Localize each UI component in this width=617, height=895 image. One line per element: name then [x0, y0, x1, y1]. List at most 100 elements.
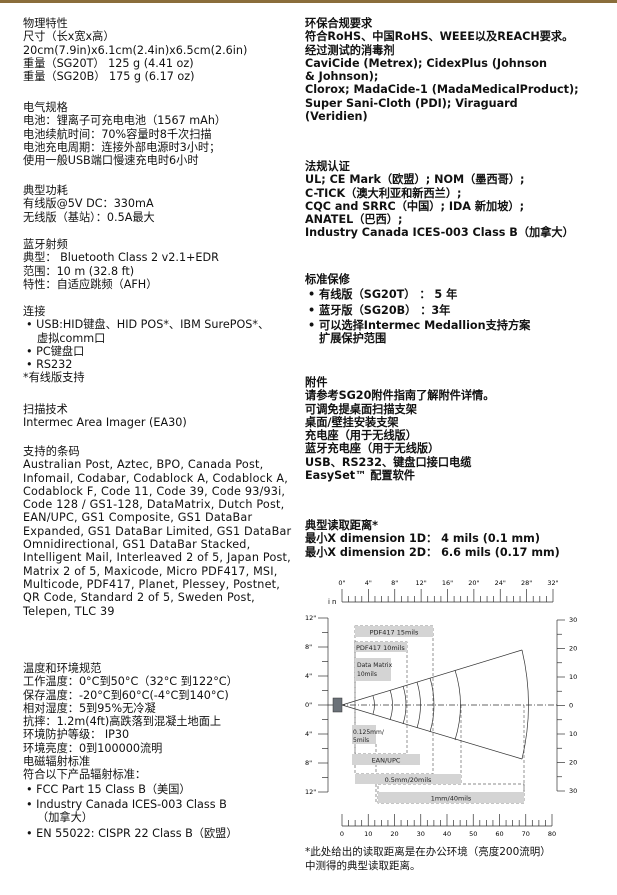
right-tick-label: 20: [569, 759, 577, 767]
bullet-text: 可以选择Intermec Medallion支持方案: [319, 318, 531, 332]
text-line: CQC and SRRC（中国）; IDA 新加坡）;: [305, 199, 525, 213]
text-line: Intermec Area Imager (EA30): [23, 416, 187, 430]
right-tick-label: 30: [569, 787, 577, 795]
text-line: 电池充电周期：连接外部电源时3小时；: [23, 140, 221, 154]
section-title: 环保合规要求: [305, 17, 373, 30]
zone-pdf417-15: [355, 626, 433, 637]
warranty-section: 标准保修 • 有线版（SG20T） ： 5 年 • 蓝牙版（SG20B） ：3年…: [305, 273, 530, 345]
text-line: 电磁辐射标准: [23, 755, 91, 769]
top-tick-label: 32": [547, 579, 558, 587]
electrical-section: 电气规格 电池：锂离子可充电电池（1567 mAh） 电池续航时间：70%容量时…: [23, 101, 226, 167]
section-title: 连接: [23, 305, 46, 318]
bullet-item: • PC键盘口: [26, 344, 85, 358]
text-line: C-TICK（澳大利亚和新西兰）;: [305, 186, 462, 200]
bullet-item: • EN 55022: CISPR 22 Class B（欧盟）: [26, 826, 238, 840]
power-section: 典型功耗 有线版@5V DC：330mA 无线版（基站）：0.5A最大: [23, 184, 155, 224]
top-tick-label: 4": [365, 579, 372, 587]
text-line: Industry Canada ICES-003 Class B（加拿大）: [305, 226, 574, 240]
text-line: 蓝牙充电座（用于无线版）: [305, 442, 440, 456]
bluetooth-section: 蓝牙射频 典型： Bluetooth Class 2 v2.1+EDR 范围：1…: [23, 238, 219, 291]
zone-datamatrix: [355, 658, 391, 681]
bullet-item: • USB:HID键盘、HID POS*、IBM SurePOS*、: [26, 318, 270, 332]
reading-range-diagram: 0" 4" 8" 12" 16" 20" 24" 28" 32" in 12" 8" 4" 0" 4" 8…: [305, 579, 577, 838]
bullet-continuation: 虚拟comm口: [37, 331, 106, 345]
right-tick-label: 20: [569, 645, 577, 653]
right-tick-label: 30: [569, 616, 577, 624]
text-line: 相对湿度：5到95%无冷凝: [23, 701, 156, 715]
section-title: 典型功耗: [23, 184, 68, 197]
left-tick-label: 0": [305, 701, 312, 709]
left-tick-label: 8": [305, 643, 312, 651]
section-title: 蓝牙射频: [23, 238, 68, 251]
text-line: 充电座（用于无线版）: [305, 429, 417, 443]
left-tick-label: 4": [305, 672, 312, 680]
text-line: USB、RS232、键盘口接口电缆: [305, 455, 472, 469]
zone-ean-upc: [352, 754, 420, 765]
text-line: UL; CE Mark（欧盟）; NOM（墨西哥）;: [305, 173, 525, 187]
right-tick-label: 10: [569, 673, 577, 681]
bottom-tick-label: 40: [443, 830, 451, 838]
text-line: EasySet™ 配置软件: [305, 469, 415, 483]
bullet-text: Industry Canada ICES-003 Class B: [36, 797, 227, 811]
top-tick-label: 0": [338, 579, 345, 587]
left-axis: 12" 8" 4" 0" 4" 8" 12": [305, 614, 329, 796]
bullet-item: • 蓝牙版（SG20B） ：3年: [308, 303, 451, 317]
right-tick-label: 10: [569, 730, 577, 738]
footnote-line: *此处给出的读取距离是在办公环境（亮度200流明）: [305, 846, 551, 858]
top-tick-label: 16": [442, 579, 453, 587]
bullet-item: • FCC Part 15 Class B（美国）: [26, 782, 191, 796]
bottom-tick-label: 70: [522, 830, 530, 838]
text-line: 有线版@5V DC：330mA: [23, 197, 154, 211]
section-title: 温度和环境规范: [23, 662, 102, 675]
zone-labels: PDF417 15mils PDF417 10mils Data Matrix …: [353, 629, 472, 803]
text-line: 环境亮度：0到100000流明: [23, 741, 163, 755]
regulatory-section: 法规认证 UL; CE Mark（欧盟）; NOM（墨西哥）; C-TICK（澳…: [305, 160, 574, 240]
top-tick-label: 8": [391, 579, 398, 587]
zone-5mils: [352, 725, 376, 744]
section-title: 典型读取距离*: [305, 519, 378, 532]
left-tick-label: 8": [305, 759, 312, 767]
left-tick-label: 12": [305, 614, 316, 622]
scan-section: 扫描技术 Intermec Area Imager (EA30): [23, 403, 187, 430]
text-line: 典型： Bluetooth Class 2 v2.1+EDR: [23, 251, 219, 265]
bottom-tick-label: 20: [390, 830, 398, 838]
text-line: 符合RoHS、中国RoHS、WEEE以及REACH要求。: [305, 30, 574, 44]
zone-fills: [352, 626, 524, 803]
physical-section: 物理特性 尺寸（长x宽x高） 20cm(7.9in)x6.1cm(2.4in)x…: [23, 17, 247, 83]
left-tick-label: 4": [305, 730, 312, 738]
zone-label: 5mils: [353, 737, 369, 744]
zone-label: 10mils: [357, 671, 377, 678]
section-title: 法规认证: [305, 160, 350, 173]
zone-label: PDF417 15mils: [370, 629, 419, 637]
text-line: 桌面/壁挂安装支架: [305, 415, 399, 429]
zone-20mils: [355, 774, 461, 784]
compliance-section: 环保合规要求 符合RoHS、中国RoHS、WEEE以及REACH要求。 经过测试…: [305, 17, 579, 123]
bottom-mm-ruler: 0 10 20 30 40 50 60 70 80: [340, 814, 556, 838]
text-line: 电池续航时间：70%容量时8千次扫描: [23, 127, 212, 141]
accessories-section: 附件 请参考SG20附件指南了解附件详情。 可调免提桌面扫描支架 桌面/壁挂安装…: [305, 376, 494, 482]
text-line: 电池：锂离子可充电电池（1567 mAh）: [23, 114, 227, 128]
top-inch-ruler: 0" 4" 8" 12" 16" 20" 24" 28" 32": [338, 579, 559, 603]
symbology-list: Australian Post, Aztec, BPO, Canada Post…: [23, 458, 292, 618]
zone-40mils: [378, 792, 524, 803]
top-accent-bar: [0, 0, 617, 3]
text-line: 使用一般USB端口慢速充电时6小时: [23, 154, 199, 168]
bullet-continuation: 扩展保护范围: [319, 332, 387, 346]
text-line: 最小X dimension 1D： 4 mils (0.1 mm): [305, 532, 540, 546]
text-line: 范围：10 m (32.8 ft): [23, 264, 135, 278]
zone-label: PDF417 10mils: [356, 644, 405, 652]
connectivity-section: 连接 • USB:HID键盘、HID POS*、IBM SurePOS*、 虚拟…: [23, 305, 269, 385]
zone-label: Data Matrix: [357, 662, 393, 669]
text-line: 特性：自适应跳频（AFH）: [23, 277, 158, 291]
section-title: 支持的条码: [23, 445, 80, 458]
symbologies-section: 支持的条码 Australian Post, Aztec, BPO, Canad…: [23, 445, 293, 618]
bullet-text: 蓝牙版（SG20B） ：3年: [319, 303, 451, 317]
section-title: 电气规格: [23, 101, 68, 114]
bullet-text: 有线版（SG20T） ： 5 年: [319, 288, 458, 302]
bullet-text: USB:HID键盘、HID POS*、IBM SurePOS*、: [36, 318, 270, 332]
text-line: 经过测试的消毒剂: [305, 43, 395, 57]
section-title: 标准保修: [305, 273, 350, 286]
bullet-item: • RS232: [26, 358, 73, 372]
bullet-item: • Industry Canada ICES-003 Class B: [26, 797, 227, 811]
text-line: 最小X dimension 2D： 6.6 mils (0.17 mm): [305, 545, 560, 559]
